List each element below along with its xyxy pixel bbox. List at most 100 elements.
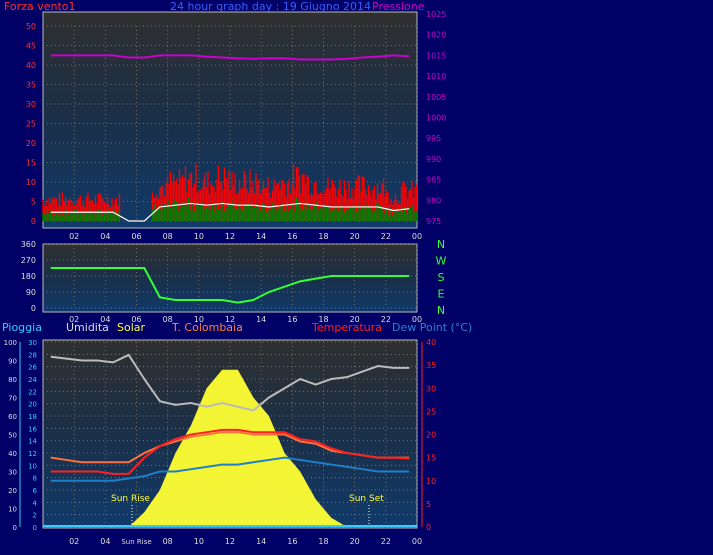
panel1-left-tick: 25 bbox=[26, 120, 36, 129]
humidity-tick: 80 bbox=[8, 376, 17, 384]
panel3-x-tick: 20 bbox=[350, 537, 360, 546]
compass-label: N bbox=[437, 238, 445, 251]
rain-tick: 24 bbox=[28, 376, 37, 384]
compass-label: S bbox=[438, 271, 445, 284]
rain-tick: 20 bbox=[28, 401, 37, 409]
panel3-x-tick: 14 bbox=[256, 537, 266, 546]
temp-tick: 0 bbox=[426, 523, 431, 532]
compass-label: E bbox=[438, 288, 445, 301]
panel1-left-tick: 20 bbox=[26, 139, 36, 148]
panel1-x-tick: 20 bbox=[350, 232, 360, 241]
solar-area bbox=[50, 369, 410, 527]
rain-tick: 8 bbox=[33, 475, 37, 483]
panel1-right-tick: 995 bbox=[426, 134, 441, 143]
panel1-x-tick: 12 bbox=[225, 232, 235, 241]
panel1-left-tick: 35 bbox=[26, 81, 36, 90]
panel1-x-tick: 14 bbox=[256, 232, 266, 241]
panel1-x-tick: 02 bbox=[69, 232, 79, 241]
humidity-tick: 30 bbox=[8, 469, 17, 477]
panel1-x-tick: 04 bbox=[100, 232, 110, 241]
panel3-x-tick: 18 bbox=[318, 537, 328, 546]
chart-marks bbox=[42, 54, 418, 527]
compass-label: N bbox=[437, 304, 445, 317]
sun-set-label: Sun Set bbox=[349, 494, 384, 504]
panel1-x-tick: 10 bbox=[194, 232, 204, 241]
rain-tick: 12 bbox=[28, 450, 37, 458]
panel3-x-tick: 02 bbox=[69, 537, 79, 546]
panel1-left-label: Forza vento1 bbox=[4, 0, 76, 13]
panel1-right-tick: 980 bbox=[426, 196, 441, 205]
panel1-left-tick: 0 bbox=[31, 217, 36, 226]
humidity-tick: 50 bbox=[8, 432, 17, 440]
panel3-x-tick: 12 bbox=[225, 537, 235, 546]
panel2-left-tick: 90 bbox=[26, 288, 36, 297]
direction-line bbox=[50, 267, 410, 304]
panel3-x-tick: 08 bbox=[163, 537, 173, 546]
humidity-tick: 90 bbox=[8, 358, 17, 366]
label-solar: Solar bbox=[117, 321, 146, 334]
humidity-tick: 40 bbox=[8, 450, 17, 458]
humidity-tick: 20 bbox=[8, 487, 17, 495]
rain-tick: 18 bbox=[28, 413, 37, 421]
axis-labels: 5045403530252015105010251020101510101005… bbox=[4, 10, 447, 546]
panel3-x-tick: 04 bbox=[100, 537, 110, 546]
panel1-left-tick: 5 bbox=[31, 198, 36, 207]
panel1-left-tick: 40 bbox=[26, 61, 36, 70]
rain-tick: 14 bbox=[28, 438, 37, 446]
label-rain: Pioggia bbox=[2, 321, 42, 334]
dewpoint-line bbox=[50, 456, 410, 482]
panel3-x-tick: Sun Rise bbox=[121, 538, 151, 546]
label-station: T. Colombaia bbox=[171, 321, 243, 334]
rain-tick: 30 bbox=[28, 339, 37, 347]
panel2-x-tick: 08 bbox=[163, 315, 173, 324]
rain-tick: 16 bbox=[28, 425, 37, 433]
panel2-x-tick: 00 bbox=[412, 315, 422, 324]
panel2-x-tick: 20 bbox=[350, 315, 360, 324]
panel1-right-tick: 985 bbox=[426, 176, 441, 185]
temp-tick: 30 bbox=[426, 384, 436, 393]
panel1-left-tick: 45 bbox=[26, 42, 36, 51]
panel2-x-tick: 04 bbox=[100, 315, 110, 324]
panel1-left-tick: 50 bbox=[26, 22, 36, 31]
label-dewpoint: Dew Point (°C) bbox=[392, 321, 472, 334]
label-temperature: Temperatura bbox=[311, 321, 382, 334]
temp-tick: 5 bbox=[426, 500, 431, 509]
label-humidity: Umidita bbox=[66, 321, 109, 334]
temp-tick: 40 bbox=[426, 338, 436, 347]
panel2-left-tick: 0 bbox=[31, 304, 36, 313]
temp-tick: 10 bbox=[426, 477, 436, 486]
sun-rise-label: Sun Rise bbox=[111, 494, 150, 504]
humidity-tick: 10 bbox=[8, 506, 17, 514]
rain-tick: 10 bbox=[28, 462, 37, 470]
panel1-x-tick: 08 bbox=[163, 232, 173, 241]
panel1-right-tick: 1000 bbox=[426, 114, 446, 123]
rain-tick: 0 bbox=[33, 524, 37, 532]
panel1-right-tick: 1010 bbox=[426, 72, 446, 81]
panel2-x-tick: 16 bbox=[287, 315, 297, 324]
humidity-line bbox=[50, 353, 410, 412]
rain-tick: 28 bbox=[28, 351, 37, 359]
panel1-left-tick: 10 bbox=[26, 178, 36, 187]
panel3-x-tick: 00 bbox=[412, 537, 422, 546]
panel2-x-tick: 02 bbox=[69, 315, 79, 324]
temp-tick: 35 bbox=[426, 361, 436, 370]
panel1-right-tick: 1025 bbox=[426, 10, 446, 19]
panel1-x-tick: 16 bbox=[287, 232, 297, 241]
panel1-right-tick: 1005 bbox=[426, 93, 446, 102]
panel1-x-tick: 22 bbox=[381, 232, 391, 241]
panel2-left-tick: 180 bbox=[21, 272, 36, 281]
rain-tick: 22 bbox=[28, 388, 37, 396]
rain-tick: 26 bbox=[28, 364, 37, 372]
temp-tick: 15 bbox=[426, 454, 436, 463]
panel2-left-tick: 360 bbox=[21, 240, 36, 249]
pressure-line bbox=[50, 54, 410, 61]
panel1-left-tick: 15 bbox=[26, 159, 36, 168]
rain-tick: 2 bbox=[33, 512, 37, 520]
panel3-x-tick: 16 bbox=[287, 537, 297, 546]
rain-tick: 4 bbox=[33, 499, 38, 507]
panel1-x-tick: 06 bbox=[131, 232, 141, 241]
panel2-x-tick: 18 bbox=[318, 315, 328, 324]
temperature-line bbox=[50, 428, 410, 475]
panel2-x-tick: 06 bbox=[131, 315, 141, 324]
